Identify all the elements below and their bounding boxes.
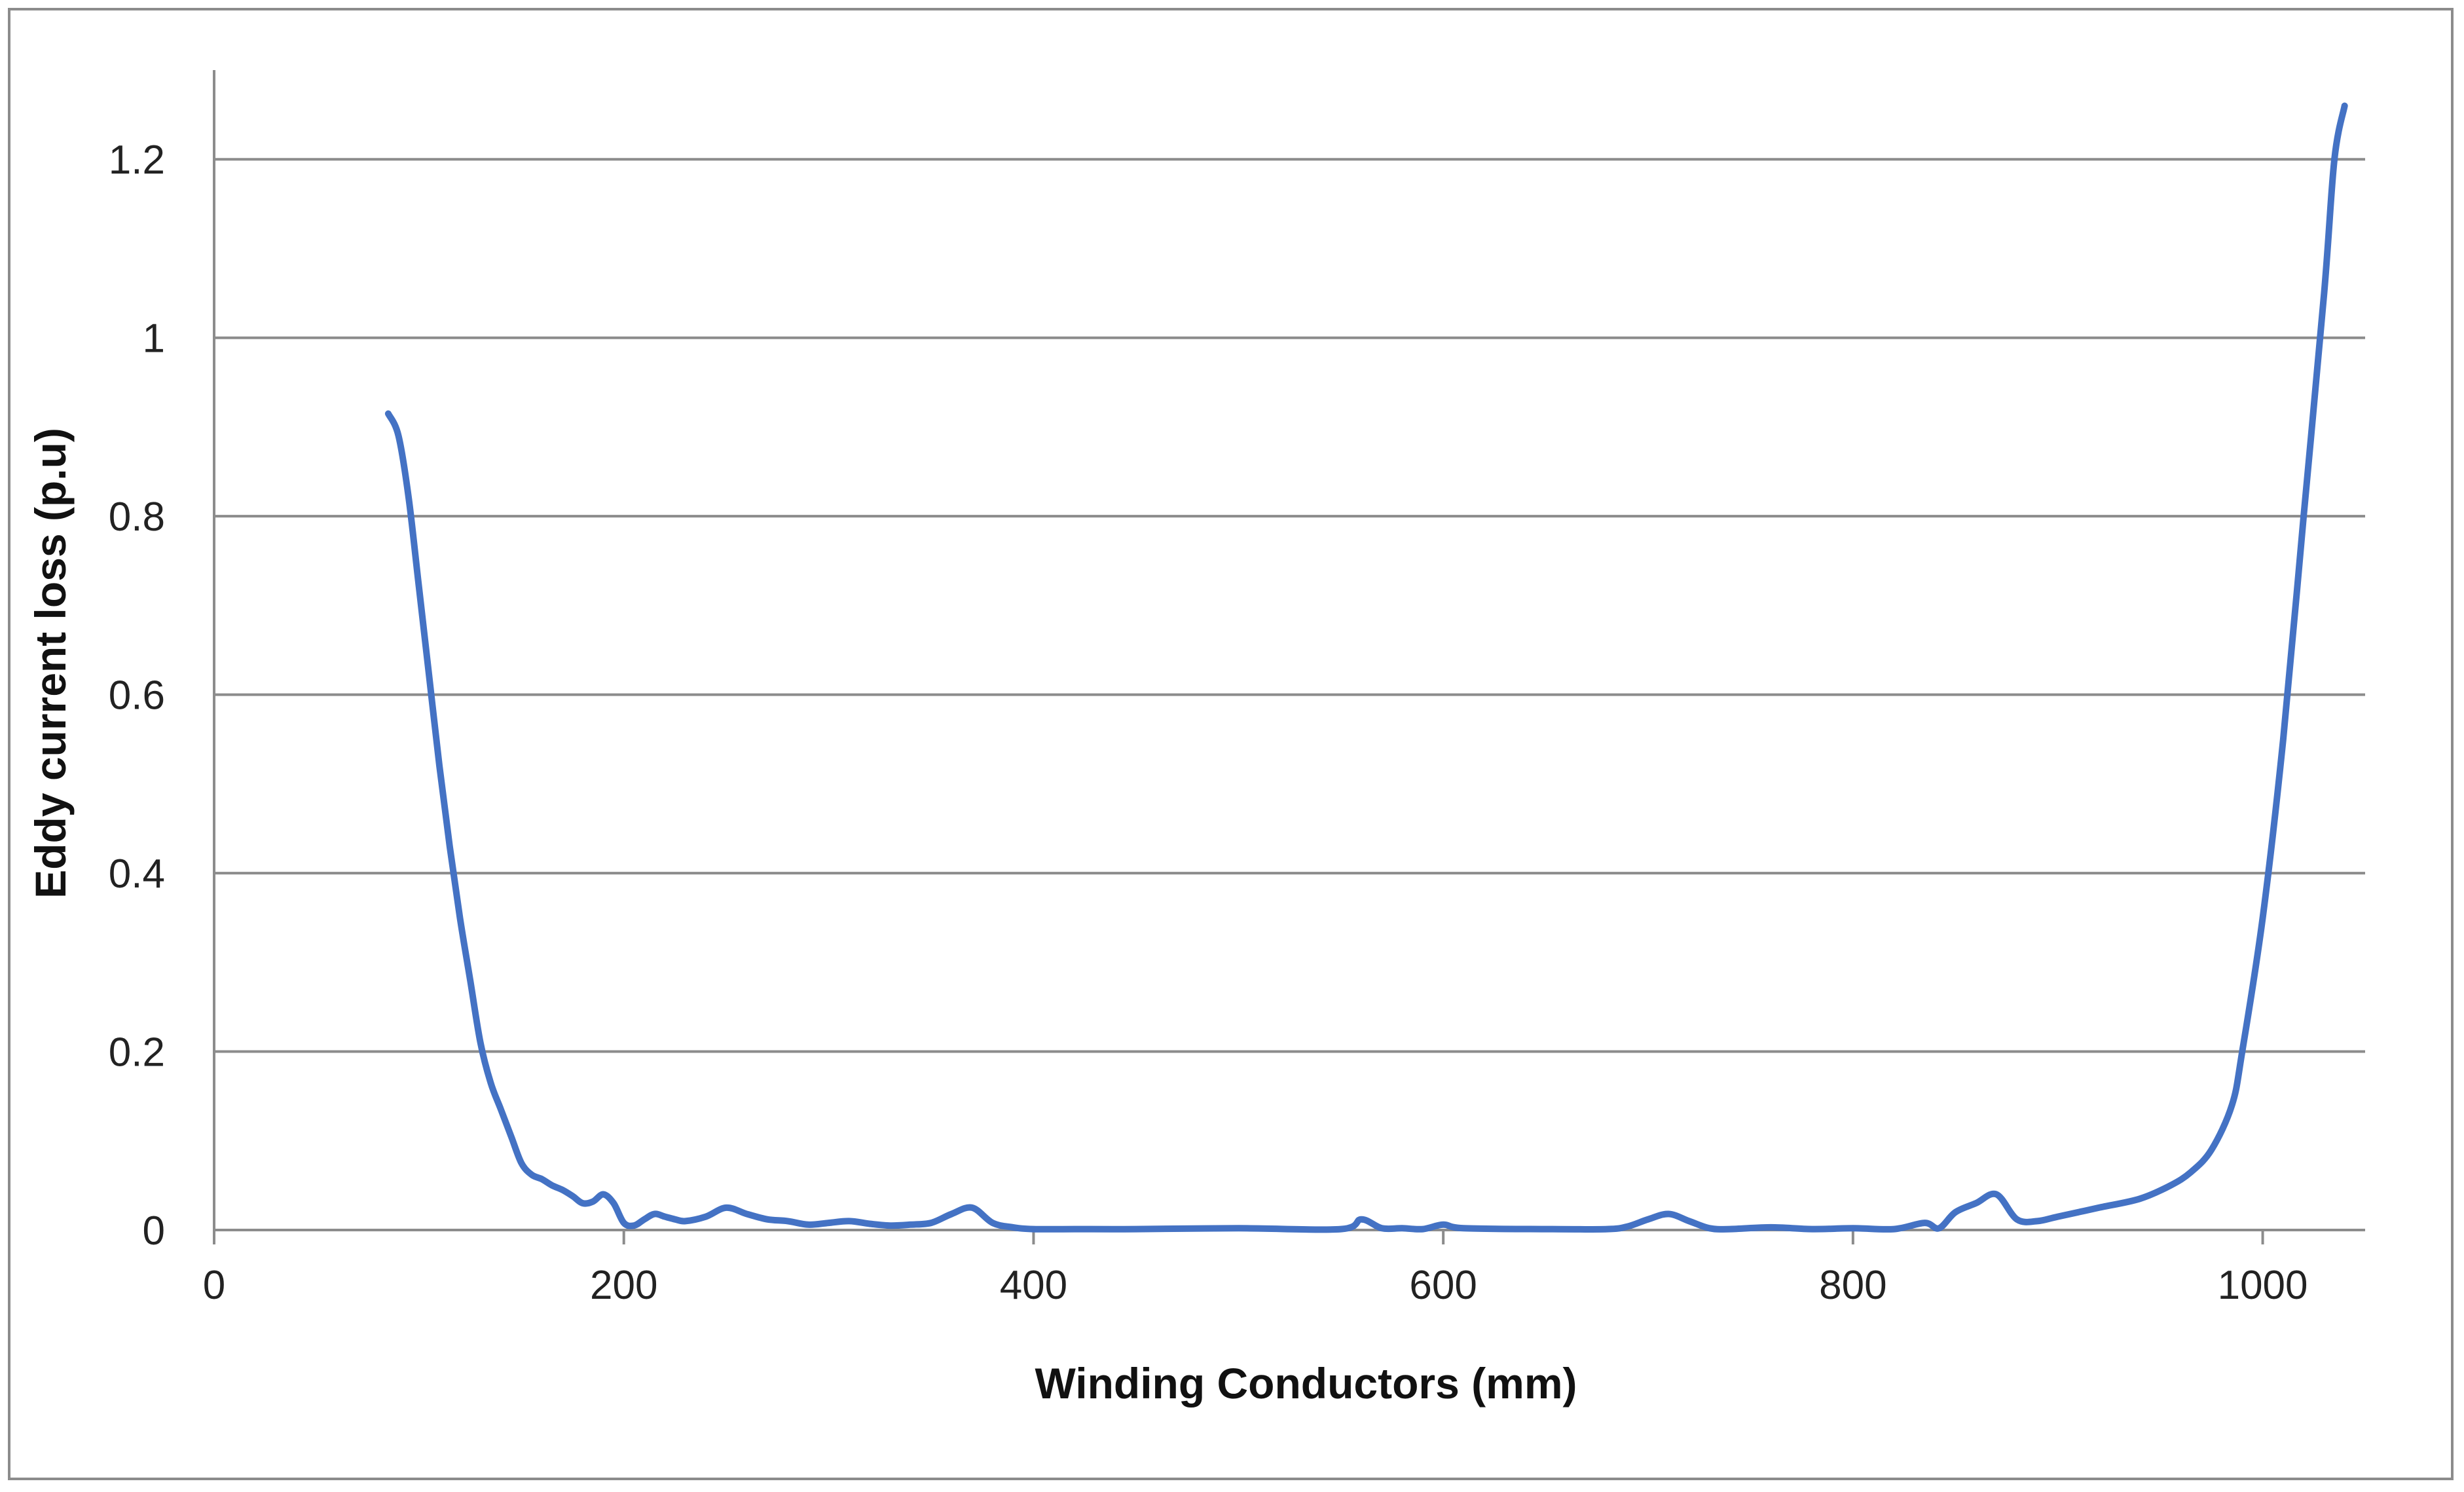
series-line-0 [384, 102, 2348, 1233]
chart-area [8, 8, 2454, 1480]
x-tick-labels: 0 200 400 600 800 1000 [203, 1263, 2308, 1308]
y-tick-label-4: 0.8 [109, 494, 165, 540]
y-tick-label-1: 0.2 [109, 1030, 165, 1075]
x-tick-label-5: 1000 [2218, 1263, 2308, 1308]
y-tick-label-5: 1 [143, 316, 165, 362]
gridlines [214, 158, 2365, 1053]
y-tick-label-3: 0.6 [109, 673, 165, 718]
x-tick-label-2: 400 [1000, 1263, 1067, 1308]
x-tick-label-4: 800 [1819, 1263, 1886, 1308]
axes [213, 70, 2365, 1244]
x-tick-label-1: 200 [590, 1263, 657, 1308]
y-tick-label-0: 0 [143, 1208, 165, 1254]
x-tick-label-0: 0 [203, 1263, 225, 1308]
series-layer [384, 102, 2348, 1233]
y-tick-labels: 0 0.2 0.4 0.6 0.8 1 1.2 [109, 138, 165, 1254]
x-tick-label-3: 600 [1409, 1263, 1477, 1308]
y-tick-label-2: 0.4 [109, 851, 165, 897]
y-tick-label-6: 1.2 [109, 138, 165, 183]
y-axis-title: Eddy current loss (p.u) [26, 428, 75, 899]
x-axis-title: Winding Conductors (mm) [1035, 1359, 1577, 1408]
